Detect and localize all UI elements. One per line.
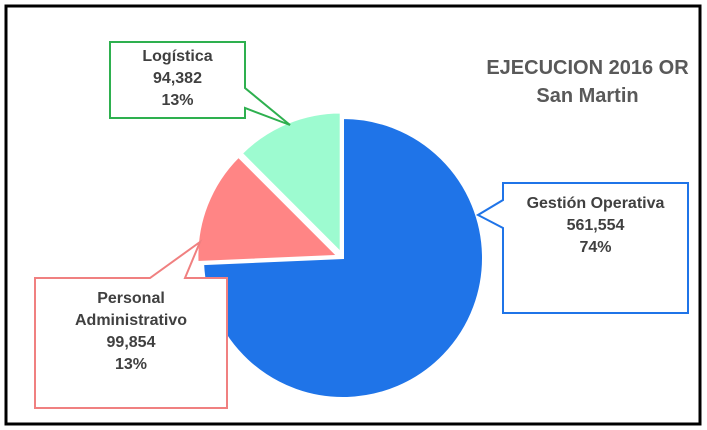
data-label: Personal Administrativo 99,854 13% <box>43 288 219 376</box>
percent-label: 74% <box>579 239 612 256</box>
percent-label: 13% <box>161 92 194 109</box>
callout-box <box>109 41 291 126</box>
callout-box <box>475 182 689 314</box>
data-label: Logística 94,382 13% <box>118 46 237 112</box>
chart-border <box>4 4 702 426</box>
category-label: Logística <box>142 48 213 65</box>
chart-title: EJECUCION 2016 OR San Martin <box>486 57 689 107</box>
category-label: Personal Administrativo <box>74 290 187 329</box>
pie-slice <box>202 116 484 399</box>
category-label: Gestión Operativa <box>526 195 665 212</box>
percent-label: 13% <box>114 356 148 373</box>
callout-box <box>34 239 228 409</box>
value-label: 99,854 <box>106 334 156 351</box>
value-label: 561,554 <box>566 217 625 234</box>
value-label: 94,382 <box>153 70 202 87</box>
data-label: Gestión Operativa 561,554 74% <box>511 193 680 259</box>
pie-slice <box>196 155 340 264</box>
